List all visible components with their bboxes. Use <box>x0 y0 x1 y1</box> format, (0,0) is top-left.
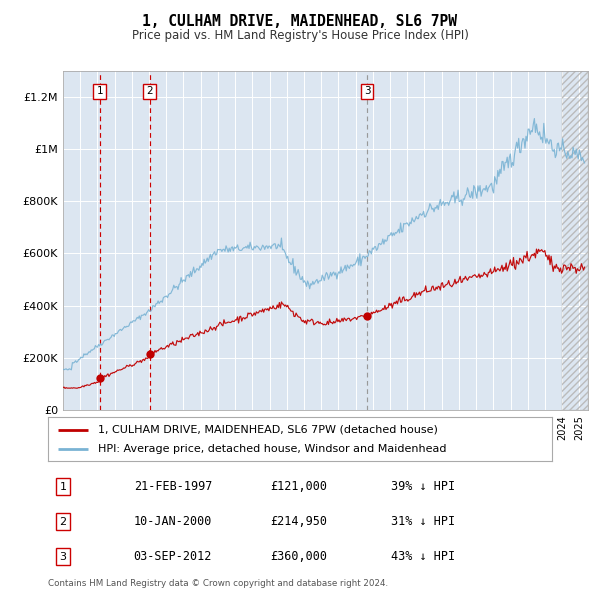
Text: £121,000: £121,000 <box>270 480 327 493</box>
Text: £360,000: £360,000 <box>270 550 327 563</box>
Text: Contains HM Land Registry data © Crown copyright and database right 2024.
This d: Contains HM Land Registry data © Crown c… <box>48 579 388 590</box>
Text: 10-JAN-2000: 10-JAN-2000 <box>134 515 212 529</box>
Text: 2: 2 <box>59 517 67 527</box>
Text: 1, CULHAM DRIVE, MAIDENHEAD, SL6 7PW: 1, CULHAM DRIVE, MAIDENHEAD, SL6 7PW <box>143 14 458 28</box>
Text: 1: 1 <box>59 482 67 492</box>
Text: 1: 1 <box>97 87 103 96</box>
Text: 3: 3 <box>59 552 67 562</box>
Text: 39% ↓ HPI: 39% ↓ HPI <box>391 480 455 493</box>
Text: HPI: Average price, detached house, Windsor and Maidenhead: HPI: Average price, detached house, Wind… <box>98 444 447 454</box>
Text: Price paid vs. HM Land Registry's House Price Index (HPI): Price paid vs. HM Land Registry's House … <box>131 30 469 42</box>
Text: 03-SEP-2012: 03-SEP-2012 <box>134 550 212 563</box>
Text: 31% ↓ HPI: 31% ↓ HPI <box>391 515 455 529</box>
Text: 1, CULHAM DRIVE, MAIDENHEAD, SL6 7PW (detached house): 1, CULHAM DRIVE, MAIDENHEAD, SL6 7PW (de… <box>98 425 438 434</box>
Text: 21-FEB-1997: 21-FEB-1997 <box>134 480 212 493</box>
Text: 43% ↓ HPI: 43% ↓ HPI <box>391 550 455 563</box>
Text: 3: 3 <box>364 87 370 96</box>
Text: 2: 2 <box>146 87 153 96</box>
Text: £214,950: £214,950 <box>270 515 327 529</box>
